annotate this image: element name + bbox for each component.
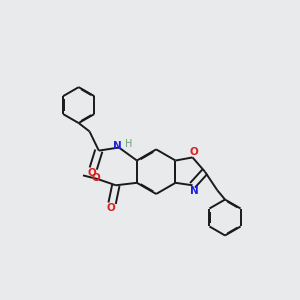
Text: N: N: [190, 186, 199, 196]
Text: H: H: [124, 139, 132, 149]
Text: O: O: [91, 172, 100, 183]
Text: N: N: [113, 141, 122, 151]
Text: O: O: [87, 168, 96, 178]
Text: O: O: [106, 203, 115, 213]
Text: O: O: [189, 148, 198, 158]
